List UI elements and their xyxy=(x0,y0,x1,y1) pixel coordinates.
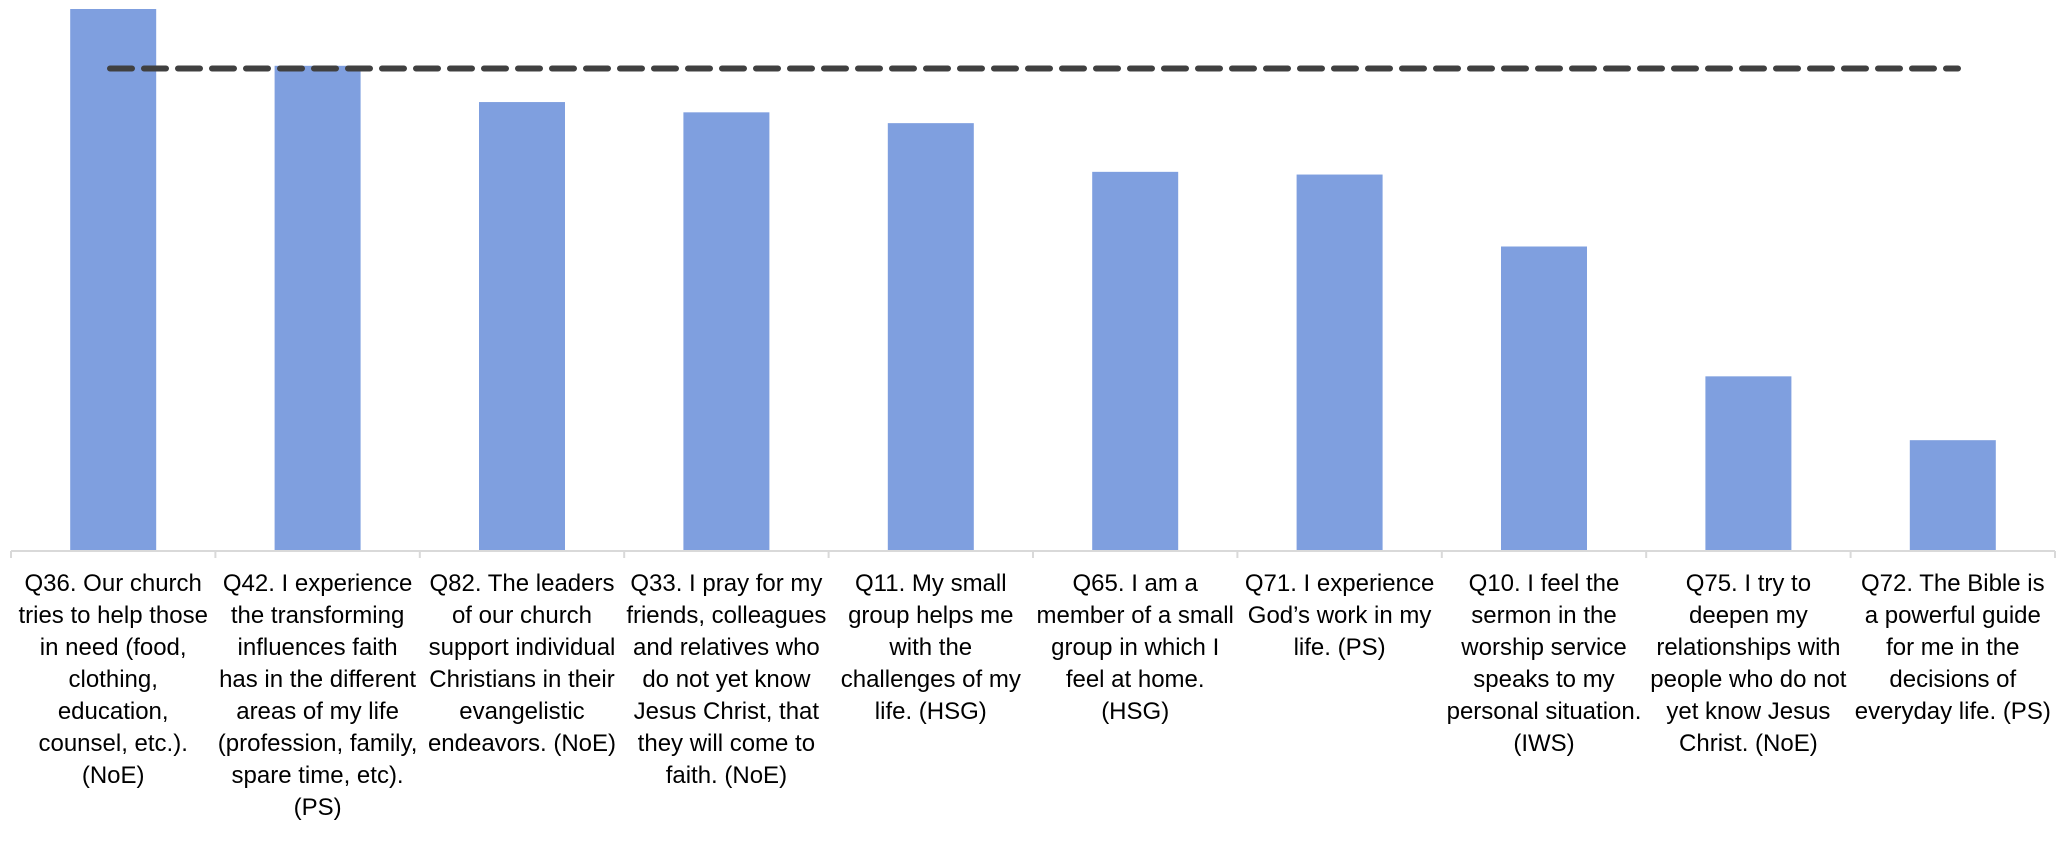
bar xyxy=(887,123,974,550)
x-tick-label: Q82. The leaders of our church support i… xyxy=(427,570,617,757)
bar xyxy=(274,65,361,551)
x-tick-label: Q42. I experience the transforming influ… xyxy=(217,570,418,821)
bar xyxy=(70,9,157,550)
x-tick-label: Q33. I pray for my friends, colleagues a… xyxy=(626,570,827,789)
bar xyxy=(683,112,770,551)
x-tick-label: Q75. I try to deepen my relationships wi… xyxy=(1650,570,1847,757)
bar xyxy=(1705,376,1792,550)
bar xyxy=(1092,171,1179,550)
x-tick-label: Q10. I feel the sermon in the worship se… xyxy=(1446,570,1642,757)
bar xyxy=(1909,440,1996,550)
x-tick-label: Q71. I experience God’s work in my life.… xyxy=(1244,570,1435,661)
x-tick-label: Q36. Our church tries to help those in n… xyxy=(18,570,208,789)
bar xyxy=(479,102,565,550)
x-tick-label: Q72. The Bible is a powerful guide for m… xyxy=(1854,570,2051,725)
x-tick-label: Q11. My small group helps me with the ch… xyxy=(840,570,1021,725)
bar xyxy=(1501,246,1587,550)
x-tick-label: Q65. I am a member of a small group in w… xyxy=(1036,570,1234,725)
bar xyxy=(1296,174,1383,550)
